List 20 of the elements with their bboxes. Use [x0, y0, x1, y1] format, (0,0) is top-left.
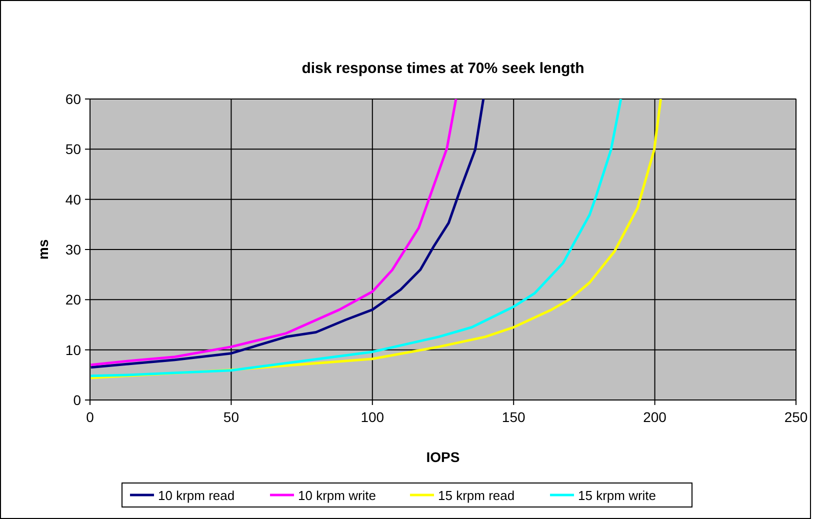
x-tick-label: 200	[643, 409, 667, 425]
x-tick-label: 0	[86, 409, 94, 425]
x-tick-label: 50	[223, 409, 240, 425]
chart-title: disk response times at 70% seek length	[302, 60, 584, 77]
x-tick-label: 250	[784, 409, 808, 425]
y-tick-label: 0	[73, 392, 82, 408]
legend-label: 15 krpm write	[578, 488, 656, 503]
y-tick-label: 20	[65, 292, 82, 308]
legend-label: 10 krpm read	[158, 488, 235, 503]
x-axis-title: IOPS	[426, 449, 460, 465]
legend-label: 15 krpm read	[438, 488, 515, 503]
y-axis-title: ms	[35, 239, 51, 260]
y-tick-label: 50	[65, 141, 82, 158]
y-tick-label: 60	[65, 91, 82, 107]
x-tick-label: 100	[360, 409, 384, 425]
y-tick-label: 40	[65, 191, 82, 208]
y-tick-label: 30	[65, 242, 82, 258]
y-tick-label: 10	[65, 342, 82, 358]
legend-label: 10 krpm write	[298, 488, 376, 503]
x-tick-label: 150	[502, 409, 526, 425]
